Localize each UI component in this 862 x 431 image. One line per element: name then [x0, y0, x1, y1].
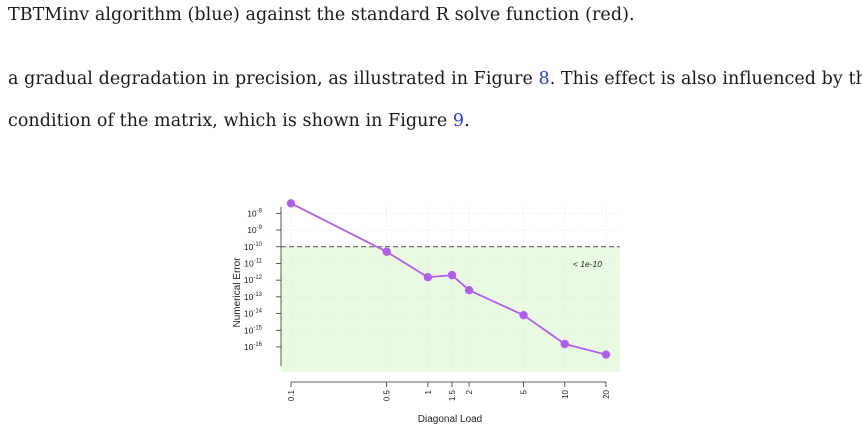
y-tick-label: 10-11 — [244, 258, 262, 268]
series-line — [290, 202, 607, 356]
data-points — [286, 199, 611, 359]
y-tick-label: 10-9 — [247, 225, 262, 235]
data-point — [382, 247, 391, 256]
x-tick-label: 0.1 — [287, 389, 296, 401]
y-axis-label: Numerical Error — [232, 257, 243, 328]
y-tick-label: 10-8 — [247, 208, 262, 218]
data-point — [560, 339, 569, 349]
figure-8-link[interactable]: 8 — [538, 69, 550, 89]
line2-text-b: . This effect is also influenced by the — [549, 69, 862, 89]
y-tick-label: 10-13 — [244, 292, 263, 302]
data-point — [423, 273, 433, 282]
y-tick-label: 10-15 — [244, 325, 263, 335]
x-tick-label: 2 — [465, 389, 474, 394]
x-tick-label: 5 — [520, 389, 529, 394]
data-point — [447, 270, 457, 280]
line3-text-a: condition of the matrix, which is shown … — [8, 111, 453, 131]
data-point — [601, 350, 611, 359]
body-text-line-1: TBTMinv algorithm (blue) against the sta… — [8, 5, 635, 25]
acceptable-region-shading — [281, 246, 620, 372]
x-tick-label: 10 — [561, 389, 570, 398]
x-tick-label: 0.5 — [383, 389, 392, 401]
x-axis-label: Diagonal Load — [418, 414, 483, 425]
data-point — [519, 310, 528, 320]
y-tick-label: 10-12 — [244, 275, 263, 285]
line3-text-b: . — [464, 111, 470, 131]
threshold-label: < 1e-10 — [573, 259, 602, 269]
data-point — [286, 199, 296, 208]
x-tick-label: 20 — [602, 389, 611, 398]
line1-text: TBTMinv algorithm (blue) against the sta… — [8, 5, 635, 25]
x-axis: 0.1 0.5 1 1.5 2 5 10 20 — [287, 381, 611, 401]
figure-9-link[interactable]: 9 — [452, 111, 465, 131]
y-tick-label: 10-14 — [244, 309, 263, 319]
y-tick-label: 10-16 — [244, 342, 263, 352]
x-tick-label: 1 — [424, 389, 433, 394]
x-tick-label: 1.5 — [448, 389, 457, 401]
y-tick-label: 10-10 — [244, 242, 263, 252]
y-axis: 10-8 10-9 10-10 10-11 10-12 10-13 10-14 10-15 10… — [244, 207, 282, 366]
body-text-line-2: a gradual degradation in precision, as i… — [8, 69, 862, 89]
line2-text-a: a gradual degradation in precision, as i… — [8, 69, 539, 89]
body-text-line-3: condition of the matrix, which is shown … — [8, 111, 470, 131]
data-point — [464, 286, 474, 295]
